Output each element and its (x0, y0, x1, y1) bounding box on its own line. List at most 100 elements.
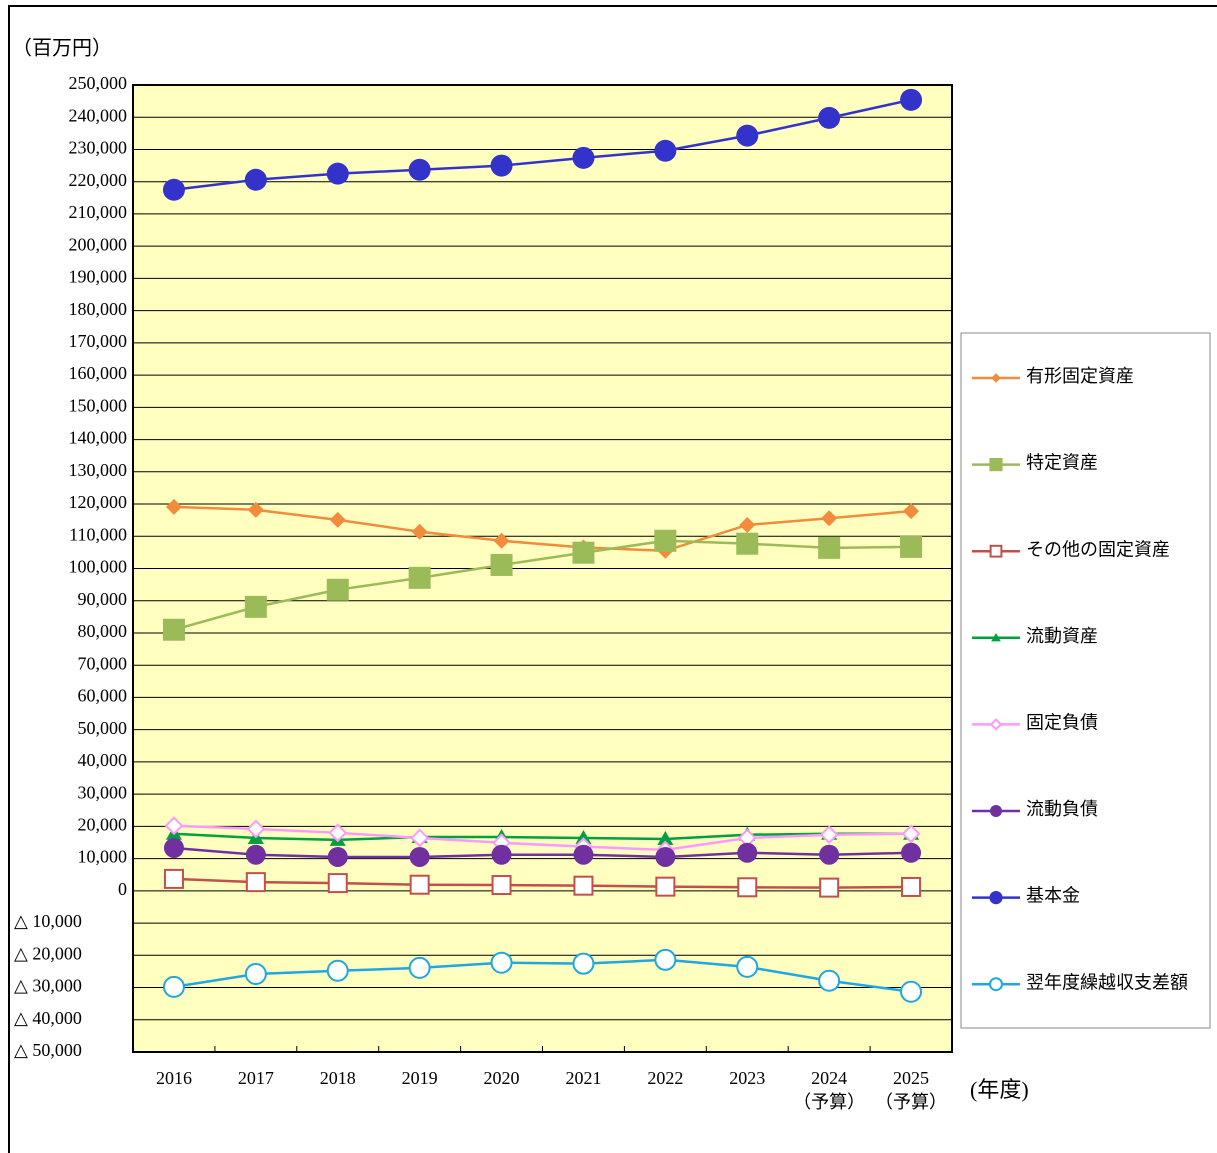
y-tick-label: 250,000 (69, 73, 128, 93)
series-line (173, 505, 912, 553)
marker (164, 816, 184, 836)
marker (989, 718, 1003, 731)
y-tick-label: 220,000 (69, 170, 128, 190)
x-tick-label: 2020 (483, 1068, 520, 1088)
marker (573, 875, 594, 896)
series-line (173, 846, 912, 859)
legend-label: 固定負債 (1026, 713, 1098, 733)
marker (819, 844, 840, 865)
y-tick-label: △ 40,000 (14, 1008, 82, 1028)
marker (655, 846, 676, 867)
marker (490, 154, 513, 177)
marker (409, 846, 430, 867)
y-tick-label: 160,000 (69, 363, 128, 383)
x-tick-label: 2024 （予算） (793, 1068, 866, 1112)
x-tick-label: 2025 （予算） (875, 1068, 948, 1112)
legend-label: 特定資産 (1026, 453, 1098, 473)
y-tick-label: 150,000 (69, 395, 128, 415)
marker (991, 633, 1001, 642)
y-tick-label: △ 10,000 (14, 911, 82, 931)
marker (900, 88, 923, 111)
legend-label: その他の固定資産 (1026, 539, 1170, 559)
x-tick-label: 2023 (729, 1068, 766, 1088)
y-tick-label: 200,000 (69, 234, 128, 254)
marker (818, 536, 841, 559)
x-tick-label: 2017 (237, 1068, 274, 1088)
y-tick-label: 70,000 (78, 653, 128, 673)
series-line (173, 832, 912, 842)
marker (329, 511, 346, 528)
marker (408, 158, 431, 181)
y-tick-label: 60,000 (78, 686, 128, 706)
grid (133, 84, 952, 1053)
marker (163, 868, 184, 889)
x-axis-label: (年度) (970, 1077, 1029, 1102)
y-tick-label: 0 (118, 879, 127, 899)
marker (572, 541, 595, 564)
marker (491, 875, 512, 896)
y-tick-label: 210,000 (69, 202, 128, 222)
y-tick-label: 120,000 (69, 492, 128, 512)
marker (900, 980, 923, 1003)
marker (572, 952, 595, 975)
marker (246, 819, 266, 839)
y-tick-label: 240,000 (69, 105, 128, 125)
marker (739, 516, 756, 533)
y-tick-label: 170,000 (69, 331, 128, 351)
series-line (173, 539, 912, 631)
y-tick-label: 20,000 (78, 814, 128, 834)
y-tick-label: 230,000 (69, 138, 128, 158)
x-tick-label: 2022 (647, 1068, 684, 1088)
y-tick-label: 140,000 (69, 428, 128, 448)
y-tick-label: △ 20,000 (14, 943, 82, 963)
y-tick-label: 110,000 (69, 524, 127, 544)
marker (990, 805, 1002, 817)
marker (737, 842, 758, 863)
marker (490, 951, 513, 974)
marker (163, 837, 184, 858)
legend-label: 流動資産 (1026, 626, 1098, 646)
x-tick-label: 2019 (401, 1068, 438, 1088)
y-tick-label: 180,000 (69, 299, 128, 319)
frame (8, 5, 1217, 1153)
y-tick-label: 50,000 (78, 718, 128, 738)
y-tick-label: 10,000 (78, 847, 128, 867)
legend-label: 有形固定資産 (1026, 366, 1134, 386)
marker (326, 578, 349, 601)
x-tick-label: 2016 (155, 1068, 192, 1088)
marker (736, 124, 759, 147)
marker (900, 535, 923, 558)
marker (411, 523, 428, 540)
marker (244, 168, 267, 191)
y-tick-label: 30,000 (78, 782, 128, 802)
marker (493, 532, 510, 549)
marker (328, 823, 348, 843)
x-tick-label: 2018 (319, 1068, 356, 1088)
marker (408, 956, 431, 979)
y-tick-label: 80,000 (78, 621, 128, 641)
marker (408, 566, 431, 589)
marker (989, 891, 1003, 905)
series-line (173, 877, 912, 889)
series-line (173, 958, 912, 993)
marker (326, 162, 349, 185)
marker (654, 529, 677, 552)
marker (165, 498, 182, 515)
y-tick-label: △ 50,000 (14, 1040, 82, 1060)
marker (162, 975, 185, 998)
marker (162, 618, 185, 641)
x-tick-label: 2021 (565, 1068, 602, 1088)
marker (326, 959, 349, 982)
legend-box (960, 332, 1211, 1029)
marker (575, 829, 592, 844)
marker (327, 873, 348, 894)
marker (491, 844, 512, 865)
legend-label: 流動負債 (1026, 799, 1098, 819)
marker (819, 825, 839, 845)
marker (989, 977, 1003, 992)
marker (989, 544, 1003, 558)
y-tick-label: 130,000 (69, 460, 128, 480)
marker (819, 877, 840, 898)
marker (654, 948, 677, 971)
